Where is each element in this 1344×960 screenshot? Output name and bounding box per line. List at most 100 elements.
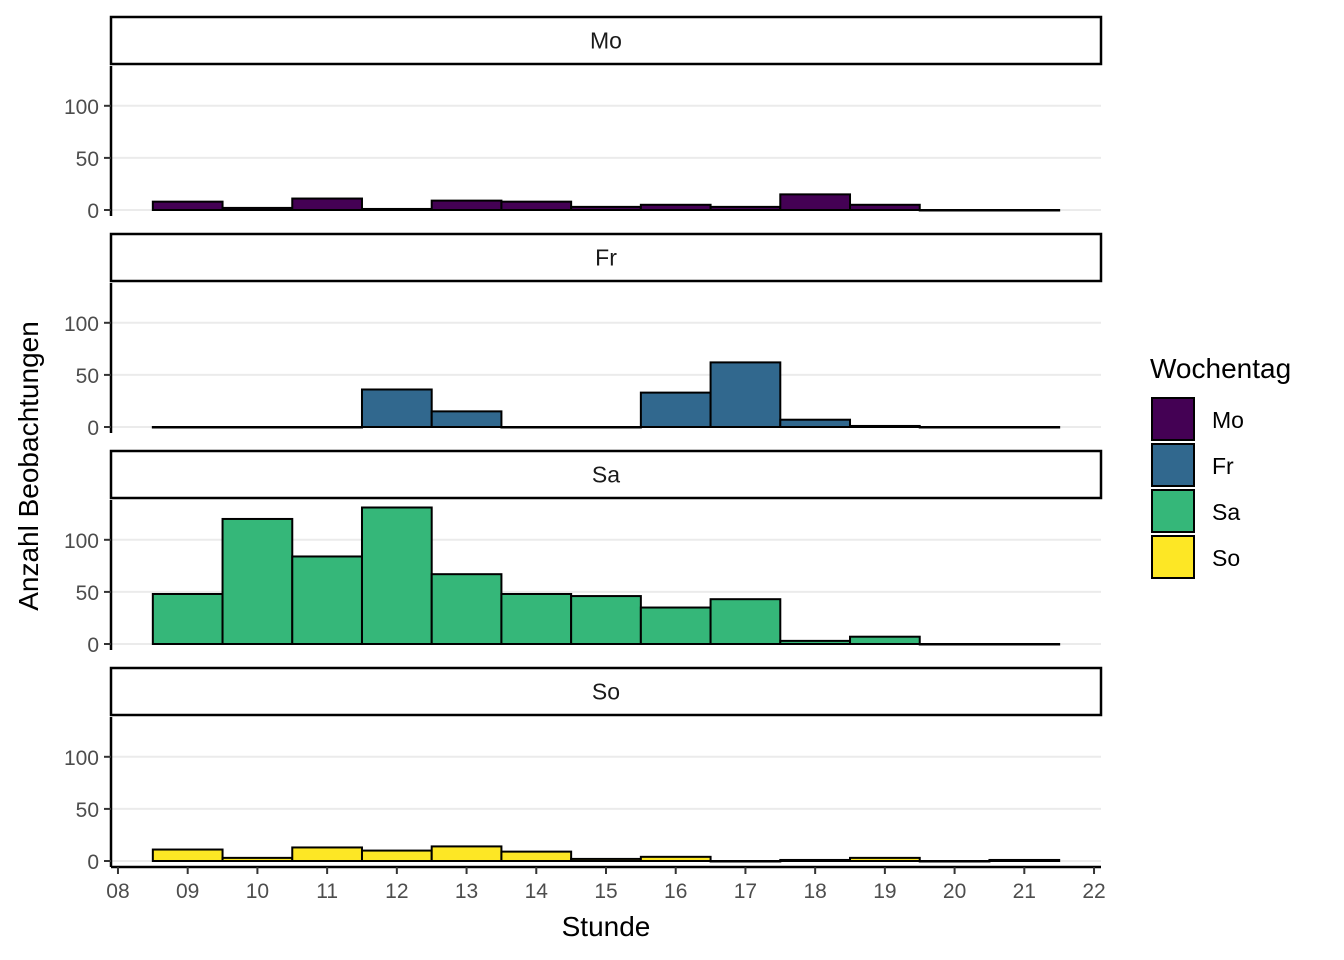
histogram-bar <box>918 426 991 429</box>
x-tick-label: 18 <box>803 880 826 903</box>
legend-item-mo: Mo <box>1151 397 1244 441</box>
histogram-bar <box>639 203 712 211</box>
y-tick-label: 50 <box>76 365 99 388</box>
histogram-bar <box>360 849 433 863</box>
legend-swatch <box>1151 535 1195 579</box>
histogram-bar <box>570 595 642 645</box>
histogram-bar <box>500 850 573 863</box>
histogram-bar <box>500 200 573 212</box>
y-tick-label: 50 <box>76 799 99 822</box>
legend-swatch <box>1151 489 1195 533</box>
histogram-bar <box>849 203 921 211</box>
histogram-bar <box>221 206 294 212</box>
y-tick-label: 100 <box>64 313 99 336</box>
y-tick-label: 50 <box>76 582 99 605</box>
x-tick-label: 16 <box>664 880 687 903</box>
histogram-bar <box>709 598 782 645</box>
histogram-bar <box>500 426 573 429</box>
histogram-bar <box>500 592 573 646</box>
histogram-bar <box>291 426 363 429</box>
histogram-bar <box>360 207 433 211</box>
facet-strip <box>109 15 1103 66</box>
histogram-bar <box>639 606 712 646</box>
facet-panel-fr: Fr 0 50 100 <box>64 232 1103 440</box>
legend-label: Fr <box>1212 453 1234 479</box>
histogram-bar <box>291 846 363 862</box>
facet-panel-sa: Sa 0 50 100 <box>64 449 1103 657</box>
facet-panels: Mo 0 50 100 Fr 0 50 100 Sa 0 50 100 So 0 50 100 <box>64 15 1103 874</box>
histogram-bar <box>709 361 782 428</box>
legend-label: Sa <box>1212 499 1240 525</box>
histogram-bar <box>430 845 503 862</box>
facet-strip-label: Fr <box>595 245 617 271</box>
histogram-bar <box>709 860 782 863</box>
y-tick-label: 100 <box>64 530 99 553</box>
y-tick-label: 50 <box>76 148 99 171</box>
x-tick-label: 09 <box>176 880 199 903</box>
histogram-bar <box>779 193 852 211</box>
y-axis-title: Anzahl Beobachtungen <box>13 321 44 611</box>
legend-title: Wochentag <box>1150 353 1291 384</box>
x-tick-label: 13 <box>455 880 478 903</box>
histogram-bar <box>988 209 1061 212</box>
y-tick-label: 0 <box>87 200 99 223</box>
histogram-bar <box>151 848 224 863</box>
x-tick-label: 10 <box>246 880 269 903</box>
x-tick-label: 19 <box>873 880 896 903</box>
histogram-bar <box>988 643 1061 646</box>
histogram-bar <box>221 856 294 863</box>
histogram-bar <box>849 424 921 429</box>
y-tick-label: 0 <box>87 634 99 657</box>
histogram-bar <box>918 860 991 863</box>
histogram-bar <box>360 388 433 429</box>
x-tick-label: 12 <box>385 880 408 903</box>
legend-item-fr: Fr <box>1151 443 1234 487</box>
histogram-bar <box>918 643 991 646</box>
histogram-bar <box>570 426 642 429</box>
histogram-bar <box>570 857 642 863</box>
y-tick-label: 0 <box>87 417 99 440</box>
histogram-bar <box>570 205 642 211</box>
histogram-bar <box>151 592 224 646</box>
x-tick-label: 14 <box>525 880 549 903</box>
histogram-bar <box>639 855 712 862</box>
facet-strip-label: Sa <box>592 462 620 488</box>
histogram-bar <box>779 418 852 428</box>
x-axis-title: Stunde <box>562 911 651 942</box>
x-tick-label: 15 <box>594 880 617 903</box>
histogram-bar <box>360 506 433 645</box>
histogram-bar <box>291 197 363 211</box>
facet-panel-so: So 0 50 100 <box>64 666 1103 874</box>
histogram-bar <box>639 391 712 429</box>
histogram-bar <box>291 555 363 645</box>
histogram-bar <box>430 573 503 645</box>
x-tick-label: 08 <box>106 880 129 903</box>
histogram-bar <box>430 410 503 428</box>
legend-label: So <box>1212 545 1240 571</box>
facet-panel-mo: Mo 0 50 100 <box>64 15 1103 223</box>
histogram-bar <box>151 200 224 212</box>
histogram-bar <box>849 856 921 863</box>
facet-strip-label: Mo <box>590 28 622 54</box>
y-tick-label: 100 <box>64 747 99 770</box>
legend-item-so: So <box>1151 535 1240 579</box>
x-tick-label: 11 <box>316 880 338 903</box>
histogram-bar <box>779 639 852 646</box>
histogram-bar <box>430 199 503 211</box>
histogram-bar <box>709 205 782 211</box>
histogram-bar <box>988 426 1061 429</box>
facet-strip <box>109 232 1103 283</box>
x-axis: 08 09 10 11 12 13 14 15 16 17 18 19 20 21 22 <box>106 865 1106 903</box>
y-tick-label: 100 <box>64 96 99 119</box>
histogram-bar <box>779 858 852 863</box>
legend-swatch <box>1151 443 1195 487</box>
legend: Wochentag Mo Fr Sa So <box>1150 353 1291 579</box>
facet-strip <box>109 449 1103 500</box>
x-tick-label: 17 <box>734 880 757 903</box>
legend-label: Mo <box>1212 407 1244 433</box>
histogram-bar <box>849 635 921 645</box>
x-tick-label: 20 <box>943 880 966 903</box>
legend-item-sa: Sa <box>1151 489 1240 533</box>
facet-strip-label: So <box>592 679 620 705</box>
histogram-bar <box>151 426 224 429</box>
